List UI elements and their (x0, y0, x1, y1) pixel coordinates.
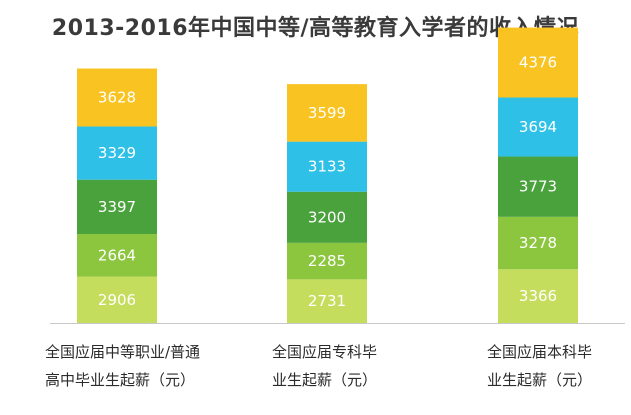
category-label-3-line-2: 业生起薪（元） (487, 371, 592, 389)
data-label-1-4: 3329 (98, 144, 136, 162)
category-label-1-line-1: 全国应届中等职业/普通 (45, 343, 200, 361)
bar-segment-2-3 (287, 191, 367, 243)
data-label-2-5: 3599 (308, 104, 346, 122)
bar-segment-3-4 (498, 97, 578, 157)
bar-segment-1-2 (77, 233, 157, 277)
data-label-1-2: 2664 (98, 246, 136, 264)
data-label-2-2: 2285 (308, 252, 346, 270)
data-label-3-4: 3694 (519, 118, 557, 136)
data-label-3-2: 3278 (519, 234, 557, 252)
category-label-2-line-1: 全国应届专科毕 (272, 343, 377, 361)
data-label-1-1: 2906 (98, 291, 136, 309)
data-label-2-1: 2731 (308, 292, 346, 310)
bar-segment-2-4 (287, 141, 367, 192)
bar-segment-3-5 (498, 27, 578, 98)
bar-segment-1-4 (77, 126, 157, 180)
bar-segment-1-5 (77, 68, 157, 127)
bar-segment-2-5 (287, 84, 367, 142)
category-label-3-line-1: 全国应届本科毕 (487, 343, 592, 361)
data-label-3-1: 3366 (519, 287, 557, 305)
data-label-2-4: 3133 (308, 158, 346, 176)
bar-segment-2-1 (287, 279, 367, 323)
data-label-3-5: 4376 (519, 54, 557, 72)
bar-segment-3-2 (498, 216, 578, 270)
bar-segment-3-3 (498, 156, 578, 217)
bar-segment-3-1 (498, 269, 578, 323)
data-label-1-3: 3397 (98, 198, 136, 216)
bar-segment-1-3 (77, 179, 157, 234)
data-label-3-3: 3773 (519, 178, 557, 196)
category-label-1-line-2: 高中毕业生起薪（元） (45, 371, 195, 389)
data-label-2-3: 3200 (308, 208, 346, 226)
chart-title: 2013-2016年中国中等/高等教育入学者的收入情况 (51, 16, 580, 41)
category-label-2-line-2: 业生起薪（元） (272, 371, 377, 389)
bar-segment-2-2 (287, 242, 367, 280)
bar-segment-1-1 (77, 276, 157, 323)
data-label-1-5: 3628 (98, 89, 136, 107)
